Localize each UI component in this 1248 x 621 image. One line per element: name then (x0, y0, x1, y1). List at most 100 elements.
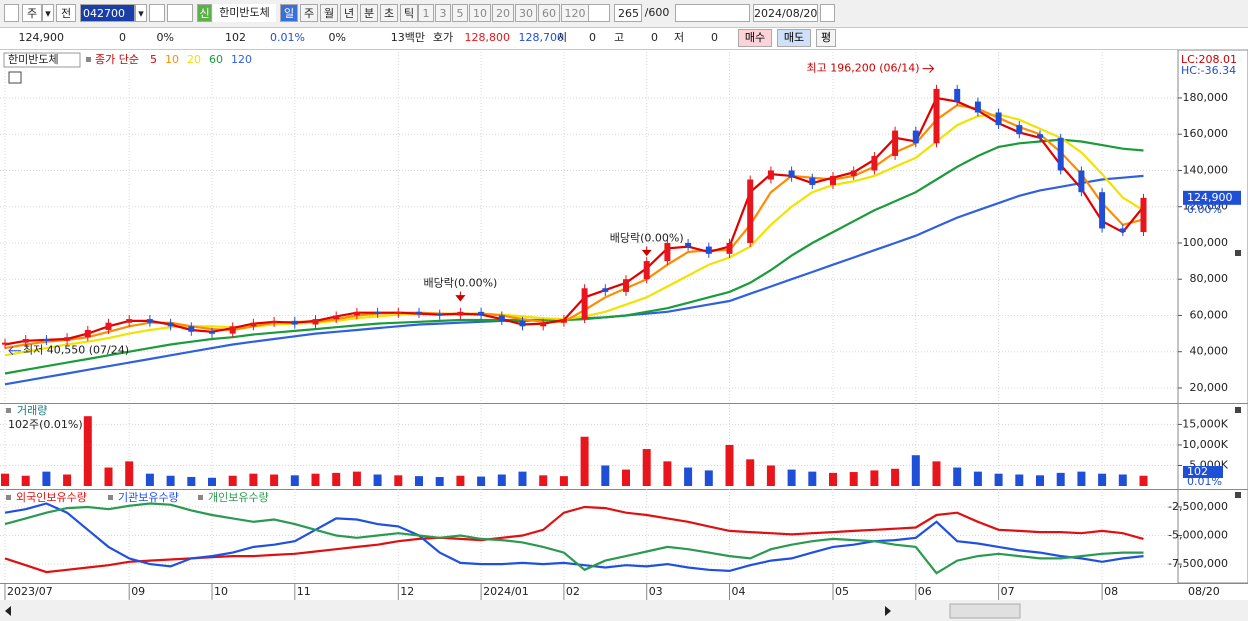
last-volume-box (1183, 465, 1223, 478)
x-tick-label: 05 (835, 585, 849, 598)
candle (22, 339, 29, 343)
trade-button[interactable]: 매도 (777, 29, 811, 47)
volume-bar (1077, 471, 1086, 486)
period-button[interactable]: 분 (360, 4, 378, 22)
interval-button[interactable]: 1 (418, 4, 434, 22)
volume-bar (497, 474, 506, 486)
candle (291, 320, 298, 325)
last-price-box (1183, 190, 1241, 205)
legend-icon (86, 57, 91, 62)
info-cell: 13백만 (390, 31, 425, 44)
x-tick-label: 08 (1104, 585, 1118, 598)
legend-entry: 기관보유수량 (118, 491, 179, 504)
date-input[interactable]: 2024/08/20 (753, 4, 818, 22)
candle (43, 339, 50, 342)
legend-entry: 120 (231, 53, 252, 66)
legend-entry: 20 (187, 53, 201, 66)
candle (374, 311, 381, 314)
last-volume-change: 0.01% (1187, 475, 1222, 488)
candle (1057, 137, 1064, 171)
candle (664, 242, 671, 262)
volume-bar (1036, 475, 1044, 486)
x-tick-label: 10 (214, 585, 228, 598)
ma-line (4, 96, 1145, 346)
legend-entry: 외국인보유수량 (16, 491, 87, 504)
volume-bar (829, 472, 837, 486)
period-button[interactable]: 주 (300, 4, 318, 22)
interval-button[interactable]: 60 (538, 4, 560, 22)
count[interactable]: 265 (614, 4, 642, 22)
period-type[interactable]: 주 (22, 4, 42, 22)
candle (685, 242, 692, 247)
volume-bar (518, 471, 527, 486)
menu-icon[interactable] (4, 4, 19, 22)
volume-bar (704, 470, 713, 486)
x-tick-label: 07 (1001, 585, 1015, 598)
high-arrow (922, 64, 935, 73)
calendar-icon[interactable] (8, 71, 22, 84)
candle (498, 315, 505, 321)
candle (1140, 197, 1147, 233)
candle (726, 242, 733, 254)
scrollbar[interactable] (0, 601, 1248, 621)
info-cell: 0% (328, 31, 346, 44)
candle (146, 319, 153, 323)
interval-button[interactable]: 10 (469, 4, 491, 22)
volume-bar (746, 459, 755, 486)
legend-entry: 10 (165, 53, 179, 66)
candle (912, 130, 919, 144)
tool-icons[interactable] (675, 4, 750, 22)
info-cell: 124,900 (18, 31, 65, 44)
volume-bar (911, 455, 920, 486)
volume-bar (477, 476, 486, 486)
candle (395, 311, 402, 314)
interval-button[interactable]: 20 (492, 4, 514, 22)
candle (126, 319, 133, 323)
candle (1016, 125, 1023, 135)
volume-bar (684, 467, 693, 486)
calendar-button[interactable] (820, 4, 835, 22)
candle (2, 342, 8, 345)
volume-bar (415, 476, 423, 486)
volume-bar (145, 473, 154, 486)
badge: 신 (197, 4, 212, 22)
volume-bar (249, 473, 258, 486)
candle (333, 315, 340, 320)
period-button[interactable]: 년 (340, 4, 358, 22)
dropdown[interactable]: ▾ (42, 4, 54, 22)
trade-button[interactable]: 평 (816, 29, 836, 47)
legend-entry: 60 (209, 53, 223, 66)
period-button[interactable]: 일 (280, 4, 298, 22)
compare[interactable]: 전 (56, 4, 76, 22)
volume-bar (373, 474, 382, 486)
candle (229, 326, 236, 334)
candle (995, 112, 1002, 126)
volume-bar (766, 465, 775, 486)
volume-bar (311, 473, 320, 486)
y-tick-label: 40,000 (1190, 345, 1229, 358)
scroll-thumb[interactable] (949, 603, 1021, 619)
y-tick-label: 80,000 (1190, 272, 1229, 285)
interval-button[interactable]: 5 (452, 4, 468, 22)
legend-icon (6, 408, 11, 413)
code-input[interactable]: 042700 (80, 4, 135, 22)
dropdown[interactable]: ▾ (135, 4, 147, 22)
volume-bar (725, 444, 734, 486)
period-button[interactable]: 월 (320, 4, 338, 22)
interval-button[interactable]: 3 (435, 4, 451, 22)
x-tick-label: 02 (566, 585, 580, 598)
trade-button[interactable]: 매수 (738, 29, 772, 47)
candle (767, 170, 774, 180)
period-button[interactable]: 초 (380, 4, 398, 22)
volume-bar (208, 477, 216, 486)
interval-button[interactable]: 30 (515, 4, 537, 22)
search-icon[interactable] (149, 4, 165, 22)
period-button[interactable]: 틱 (400, 4, 418, 22)
info-cell: 0.01% (270, 31, 305, 44)
sound-icon[interactable] (167, 4, 193, 22)
interval-button[interactable]: 120 (561, 4, 589, 22)
volume-bar (83, 416, 92, 486)
candle (705, 246, 712, 254)
candle (271, 320, 278, 323)
scale-info: HC:-36.34 (1181, 64, 1236, 77)
